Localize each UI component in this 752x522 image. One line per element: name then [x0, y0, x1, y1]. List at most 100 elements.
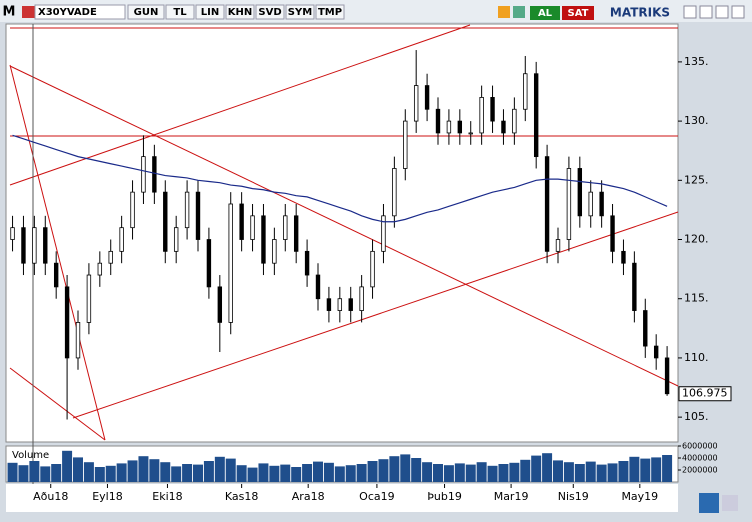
candle-body [490, 97, 495, 122]
candle-body [272, 239, 277, 264]
icon[interactable] [498, 6, 510, 18]
volume-bar [323, 462, 334, 482]
volume-bar [553, 460, 563, 482]
v-tick-label: 6000000 [682, 442, 718, 451]
volume-bar [454, 463, 465, 482]
candle-body [599, 191, 604, 217]
tool-icon[interactable] [699, 493, 719, 513]
volume-bar [356, 464, 367, 482]
y-tick-label: 110. [684, 351, 709, 364]
y-tick-label: 130. [684, 114, 709, 127]
toolbar-button[interactable] [225, 4, 255, 20]
volume-bar [596, 464, 607, 482]
volume-bar [345, 465, 356, 482]
candle-body [195, 191, 201, 240]
volume-bar [193, 464, 203, 482]
candle-body [141, 156, 146, 193]
candle-body [632, 262, 637, 311]
candle-body [381, 215, 386, 252]
candle-body [97, 262, 103, 276]
buy: AL [538, 8, 553, 19]
x-tick-label: Ara18 [292, 490, 325, 503]
candle-body [664, 357, 670, 395]
volume-bar [203, 461, 214, 482]
volume-bar [225, 458, 236, 482]
volume-bar [214, 456, 225, 482]
candle-body [533, 73, 539, 158]
candle-body [501, 120, 506, 134]
symbol: X30YVADE [38, 7, 97, 18]
volume-bar [247, 467, 258, 482]
volume-bar [640, 458, 651, 482]
volume-bar [94, 467, 105, 482]
x-tick-label: Kas18 [225, 490, 259, 503]
volume-bar [531, 455, 542, 482]
candle-body [577, 168, 583, 217]
candle-body [75, 322, 81, 359]
candle-body [348, 298, 353, 311]
candle-body [555, 239, 561, 252]
trend-line [9, 64, 106, 441]
close-button[interactable] [731, 5, 745, 19]
volume-bar [334, 466, 345, 482]
volume-bar [149, 459, 160, 482]
brand: MATRIKS [610, 6, 670, 20]
volume-bar [542, 453, 553, 482]
volume-bar [127, 460, 138, 482]
candle-body [359, 286, 364, 311]
volume-bar [400, 454, 411, 482]
volume-bar [280, 464, 291, 482]
volume-bar [291, 467, 302, 482]
y-tick-label: 135. [684, 55, 709, 68]
volume-bar [236, 465, 247, 482]
candle-body [523, 73, 528, 110]
toolbar-button-label: TMP [318, 7, 342, 18]
candle-body [163, 191, 168, 252]
toolbar-button[interactable] [255, 4, 285, 20]
symbol-box[interactable] [34, 4, 126, 20]
candle-body [86, 274, 92, 323]
v-tick-label: 4000000 [682, 454, 718, 463]
candle-body [152, 156, 157, 193]
volume-bar [411, 458, 422, 482]
candle-body [588, 191, 593, 217]
volume-bar [116, 463, 127, 482]
volume-bar [629, 456, 640, 482]
candle-body [283, 215, 288, 240]
candle-body [250, 215, 255, 240]
sell-button[interactable] [562, 6, 594, 20]
toolbar-button[interactable] [165, 4, 195, 20]
buy-button[interactable] [530, 6, 560, 20]
toolbar-button[interactable] [315, 4, 345, 20]
moving-average [12, 134, 668, 223]
candle-body [64, 286, 70, 359]
volume-bar [476, 462, 487, 482]
close-icon[interactable] [22, 6, 35, 18]
min-button[interactable] [683, 5, 697, 19]
volume-bar [520, 459, 531, 482]
x-tick-label: Oca19 [359, 490, 394, 503]
toolbar-button[interactable] [285, 4, 315, 20]
volume-bar [378, 459, 389, 482]
candle-body [337, 298, 343, 311]
x-tick-label: May19 [621, 490, 658, 503]
max-button[interactable] [699, 5, 713, 19]
volume-bar [585, 461, 596, 482]
icon[interactable] [513, 6, 525, 18]
volume-bar [62, 450, 73, 482]
volume-bar [73, 457, 83, 482]
tool-icon[interactable] [722, 495, 738, 511]
toolbar-button[interactable] [195, 4, 225, 20]
candle-body [643, 310, 648, 347]
toolbar-button[interactable] [127, 4, 165, 20]
restore-button[interactable] [715, 5, 729, 19]
candle-body [32, 227, 37, 264]
volume-bar [509, 462, 520, 482]
candle-body [326, 298, 332, 311]
volume-bar [422, 462, 433, 482]
x-tick-label: Eyl18 [92, 490, 123, 503]
candle-body [228, 203, 233, 323]
v-tick-label: 2000000 [682, 466, 718, 475]
candle-body [53, 262, 59, 288]
